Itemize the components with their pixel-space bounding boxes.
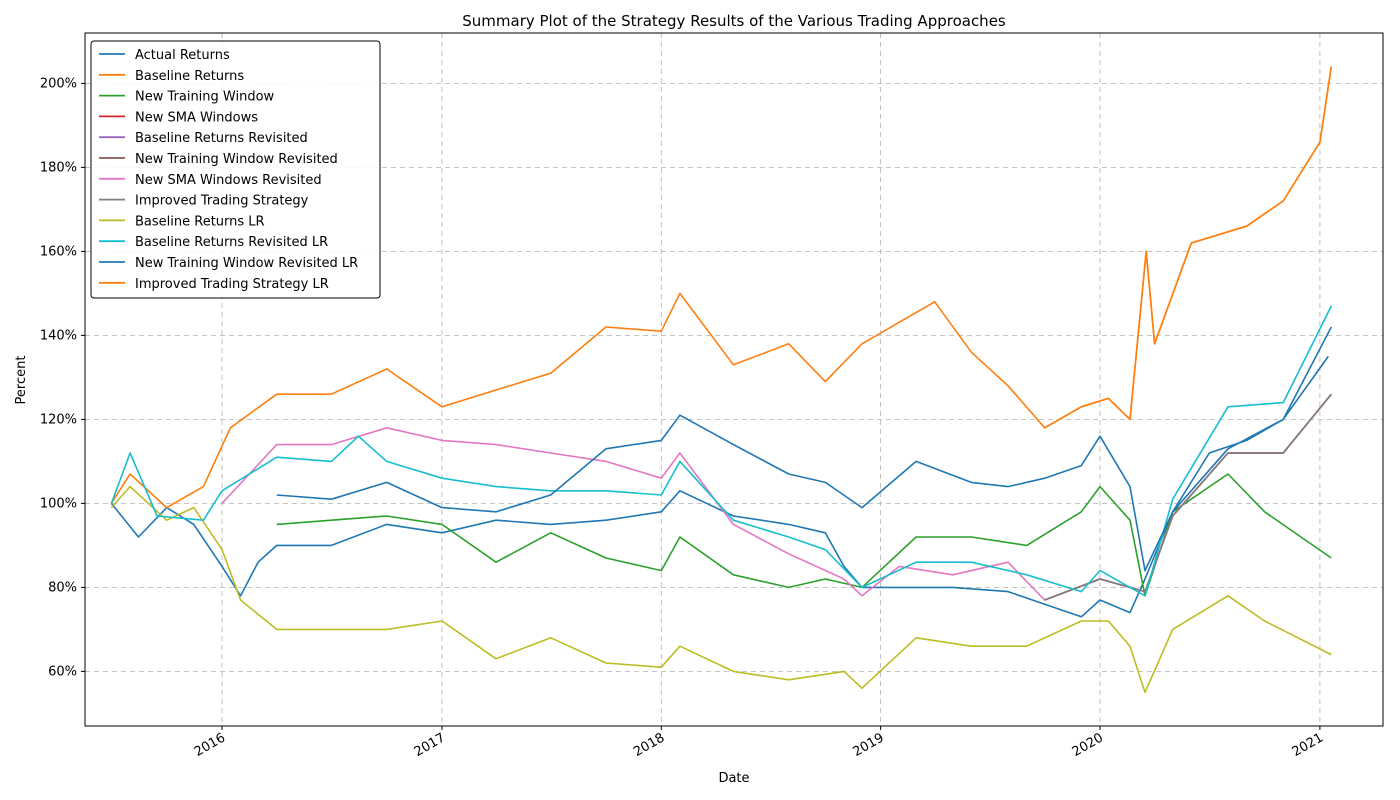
legend-label: Improved Trading Strategy LR: [135, 277, 329, 292]
grid-layer: [85, 33, 1383, 726]
y-tick-label: 140%: [40, 328, 77, 343]
series-line: [1044, 393, 1332, 601]
y-tick-label: 180%: [40, 160, 77, 175]
legend: Actual Returns Baseline Returns New Traini…: [90, 40, 381, 299]
y-tick-label: 200%: [40, 76, 77, 91]
series-line: [1044, 66, 1333, 429]
legend-label: Baseline Returns Revisited LR: [135, 235, 328, 250]
legend-label: Baseline Returns Revisited: [135, 131, 308, 146]
legend-frame: [90, 40, 381, 299]
legend-label: New SMA Windows Revisited: [135, 173, 322, 188]
series-line: [110, 355, 1329, 618]
legend-label: New Training Window: [135, 90, 275, 105]
legend-label: New SMA Windows: [135, 110, 258, 125]
y-tick-label: 160%: [40, 244, 77, 259]
series-layer: [110, 66, 1333, 694]
series-line: [110, 485, 1332, 694]
chart-title: Summary Plot of the Strategy Results of …: [462, 12, 1006, 30]
legend-label: Actual Returns: [135, 48, 230, 63]
y-tick-label: 100%: [40, 496, 77, 511]
plot-area-frame: [84, 32, 1384, 727]
y-tick-label: 120%: [40, 412, 77, 427]
legend-label: New Training Window Revisited LR: [135, 256, 358, 271]
legend-label: Baseline Returns LR: [135, 214, 265, 229]
y-tick-label: 60%: [48, 664, 77, 679]
legend-label: Baseline Returns: [135, 69, 244, 84]
series-line: [276, 326, 1333, 572]
legend-label: New Training Window Revisited: [135, 152, 338, 167]
y-tick-label: 80%: [48, 580, 77, 595]
legend-label: Improved Trading Strategy: [135, 194, 309, 209]
x-axis-label: Date: [718, 771, 749, 786]
y-axis: 60% 80% 100% 120% 140% 160% 180% 200%: [40, 76, 85, 679]
y-axis-label: Percent: [14, 356, 29, 405]
series-line: [110, 305, 1333, 597]
